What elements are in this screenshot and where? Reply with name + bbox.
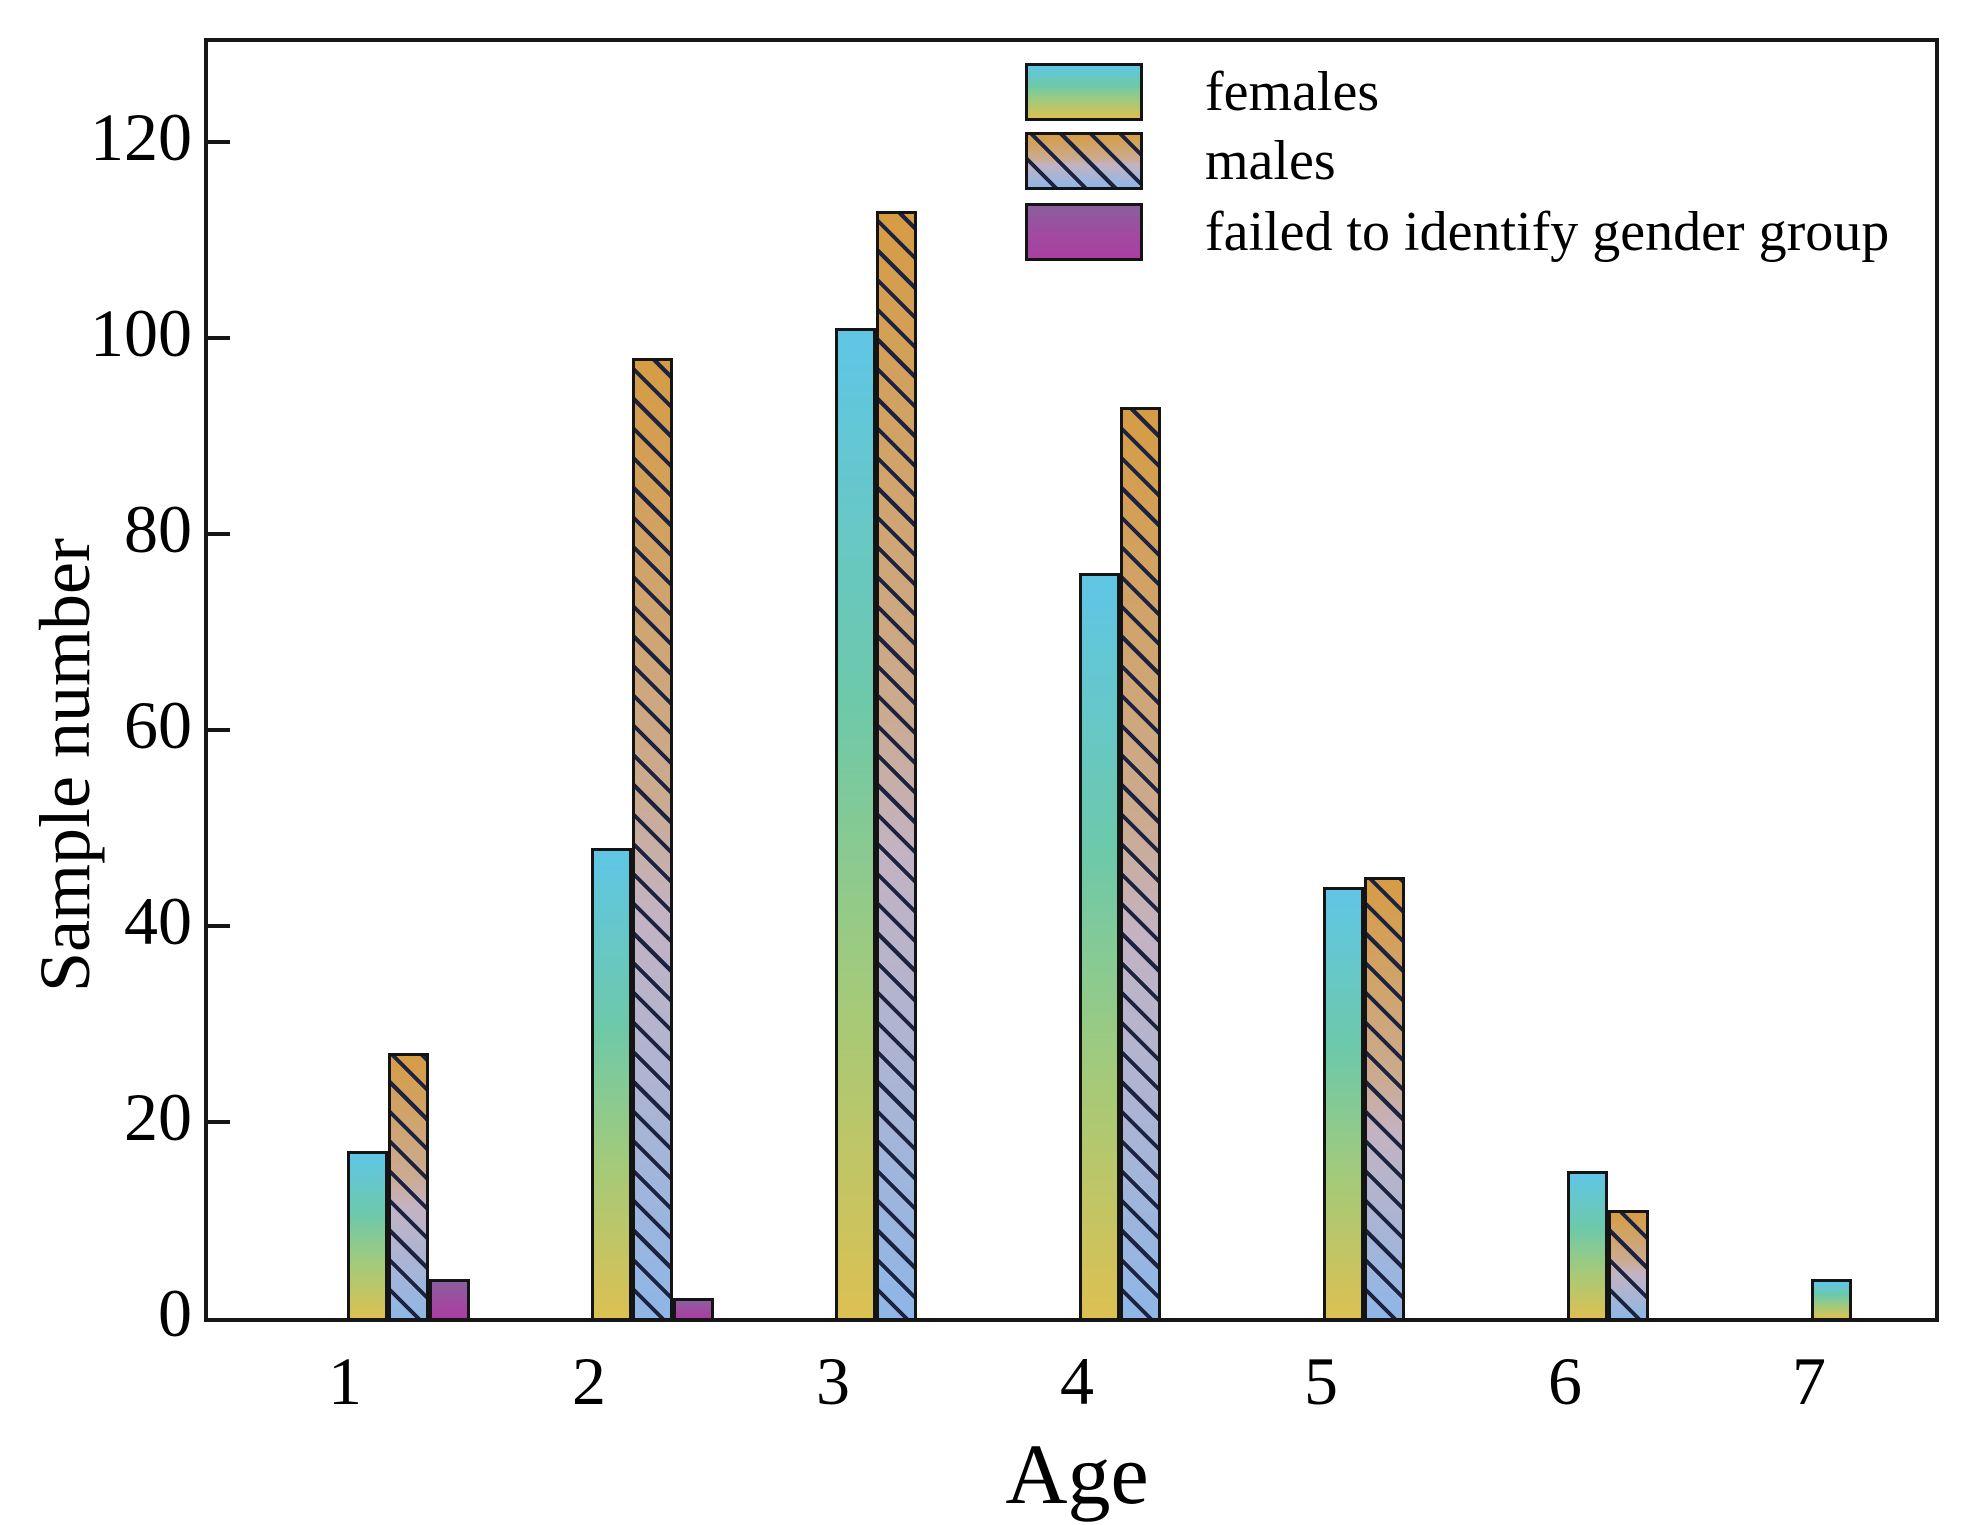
- y-tick-label-120: 120: [90, 99, 192, 175]
- y-tick-40: [208, 924, 230, 928]
- bar-males-age-1: [388, 1053, 429, 1318]
- x-tick-label-6: 6: [1548, 1343, 1582, 1419]
- y-tick-60: [208, 728, 230, 732]
- legend-label-males: males: [1205, 130, 1336, 192]
- y-tick-label-20: 20: [124, 1079, 192, 1155]
- bar-unidentified-age-2: [673, 1298, 714, 1318]
- bar-males-age-3: [876, 211, 917, 1318]
- x-tick-label-3: 3: [816, 1343, 850, 1419]
- legend-label-unidentified: failed to identify gender group: [1205, 201, 1890, 263]
- y-tick-20: [208, 1120, 230, 1124]
- y-tick-100: [208, 336, 230, 340]
- legend-swatch-unidentified: [1025, 203, 1143, 261]
- y-tick-label-0: 0: [158, 1275, 192, 1351]
- y-tick-label-80: 80: [124, 491, 192, 567]
- bar-males-age-6: [1608, 1210, 1649, 1318]
- bar-males-age-4: [1120, 407, 1161, 1318]
- y-tick-120: [208, 140, 230, 144]
- y-tick-80: [208, 532, 230, 536]
- y-tick-label-40: 40: [124, 883, 192, 959]
- bar-females-age-2: [591, 848, 632, 1318]
- bar-females-age-6: [1567, 1171, 1608, 1318]
- x-tick-label-7: 7: [1792, 1343, 1826, 1419]
- x-tick-label-1: 1: [328, 1343, 362, 1419]
- bar-females-age-7: [1811, 1279, 1852, 1318]
- legend-swatch-males: [1025, 132, 1143, 190]
- legend-swatch-females: [1025, 63, 1143, 121]
- bar-females-age-1: [347, 1151, 388, 1318]
- bar-females-age-3: [835, 328, 876, 1318]
- bar-unidentified-age-1: [429, 1279, 470, 1318]
- bar-females-age-5: [1323, 887, 1364, 1318]
- x-tick-label-2: 2: [572, 1343, 606, 1419]
- bar-males-age-2: [632, 358, 673, 1318]
- bar-females-age-4: [1079, 573, 1120, 1318]
- y-tick-label-100: 100: [90, 295, 192, 371]
- y-tick-label-60: 60: [124, 687, 192, 763]
- x-tick-label-5: 5: [1304, 1343, 1338, 1419]
- x-axis-label: Age: [1005, 1426, 1149, 1522]
- x-tick-label-4: 4: [1060, 1343, 1094, 1419]
- bar-males-age-5: [1364, 877, 1405, 1318]
- legend-label-females: females: [1205, 61, 1380, 123]
